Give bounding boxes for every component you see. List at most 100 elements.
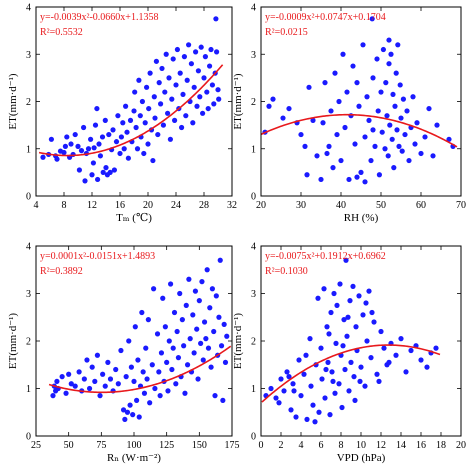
data-point	[386, 359, 392, 365]
data-point	[63, 390, 69, 396]
data-point	[424, 364, 430, 370]
data-point	[412, 141, 418, 147]
data-point	[211, 101, 217, 107]
data-point	[362, 134, 368, 140]
data-point	[160, 295, 166, 301]
data-point	[220, 397, 226, 403]
data-point	[371, 319, 377, 325]
data-point	[90, 160, 96, 166]
data-point	[164, 359, 170, 365]
data-point	[347, 298, 353, 304]
data-point	[338, 157, 344, 164]
data-point	[204, 267, 210, 273]
data-point	[216, 96, 222, 102]
data-point	[102, 383, 108, 389]
x-tick-label: 32	[227, 200, 237, 211]
data-point	[150, 157, 156, 164]
x-tick-label: 75	[96, 440, 106, 451]
data-point	[286, 374, 292, 380]
data-point	[107, 169, 113, 175]
data-point	[173, 82, 179, 88]
fit-curve	[261, 344, 441, 403]
data-point	[322, 80, 328, 86]
x-tick-label: 150	[192, 440, 207, 451]
data-point	[143, 345, 149, 351]
data-point	[172, 117, 178, 123]
data-point	[132, 324, 138, 330]
data-point	[334, 131, 340, 138]
data-point	[94, 352, 101, 358]
data-point	[398, 115, 404, 121]
data-point	[152, 115, 158, 121]
data-point	[75, 143, 81, 149]
data-point	[209, 82, 215, 88]
data-point	[399, 148, 405, 154]
data-point	[395, 42, 401, 48]
data-point	[207, 63, 213, 69]
data-point	[379, 129, 385, 135]
data-point	[182, 390, 188, 396]
data-point	[426, 105, 432, 112]
data-point	[102, 117, 108, 123]
data-point	[50, 393, 56, 399]
data-point	[177, 290, 183, 297]
x-tick-label: 20	[143, 200, 153, 211]
data-point	[332, 390, 338, 396]
data-point	[162, 89, 168, 95]
data-point	[418, 150, 424, 157]
data-point	[217, 257, 223, 263]
data-point	[360, 42, 366, 48]
data-point	[273, 395, 279, 401]
fit-equation: y=-0.0039x²-0.0660x+1.1358	[40, 12, 158, 23]
data-point	[291, 388, 297, 394]
data-point	[369, 16, 375, 22]
data-point	[397, 82, 403, 88]
x-tick-label: 10	[356, 440, 366, 451]
data-point	[141, 150, 147, 157]
data-point	[326, 331, 332, 337]
data-point	[177, 70, 183, 76]
data-point	[358, 364, 364, 370]
data-point	[103, 165, 109, 171]
data-point	[81, 124, 87, 131]
data-point	[165, 110, 171, 116]
data-point	[107, 376, 114, 382]
data-point	[68, 381, 74, 387]
x-tick-label: 20	[256, 200, 266, 211]
data-point	[144, 84, 150, 90]
data-point	[113, 139, 120, 145]
scatter-points	[40, 16, 222, 184]
data-point	[353, 324, 359, 330]
scatter-points	[263, 257, 439, 425]
x-tick-label: 60	[416, 200, 426, 211]
data-point	[72, 383, 78, 389]
y-tick-label: 1	[251, 144, 256, 155]
data-point	[357, 378, 363, 384]
data-point	[304, 416, 310, 422]
data-point	[72, 131, 78, 138]
data-point	[120, 407, 127, 413]
data-point	[149, 362, 155, 368]
data-point	[221, 321, 227, 327]
data-point	[387, 122, 393, 128]
panel-2: 20 30 40 50 60 70 0 1 2 3 4 RH (%) ET(mm·d⁻¹) y=-0.00…	[232, 3, 466, 225]
data-point	[319, 376, 325, 382]
data-point	[393, 70, 399, 76]
data-point	[333, 340, 339, 346]
y-tick-label: 1	[251, 384, 256, 395]
data-point	[203, 336, 209, 342]
y-tick-label: 3	[251, 289, 256, 300]
data-point	[196, 298, 202, 304]
x-tick-label: 70	[456, 200, 466, 211]
data-point	[94, 105, 100, 112]
data-point	[375, 108, 381, 114]
data-point	[204, 89, 210, 95]
data-point	[88, 136, 94, 142]
data-point	[218, 343, 225, 349]
x-tick-label: 14	[396, 440, 406, 451]
x-tick-label: 100	[127, 440, 142, 451]
data-point	[403, 369, 409, 375]
data-point	[301, 371, 307, 377]
